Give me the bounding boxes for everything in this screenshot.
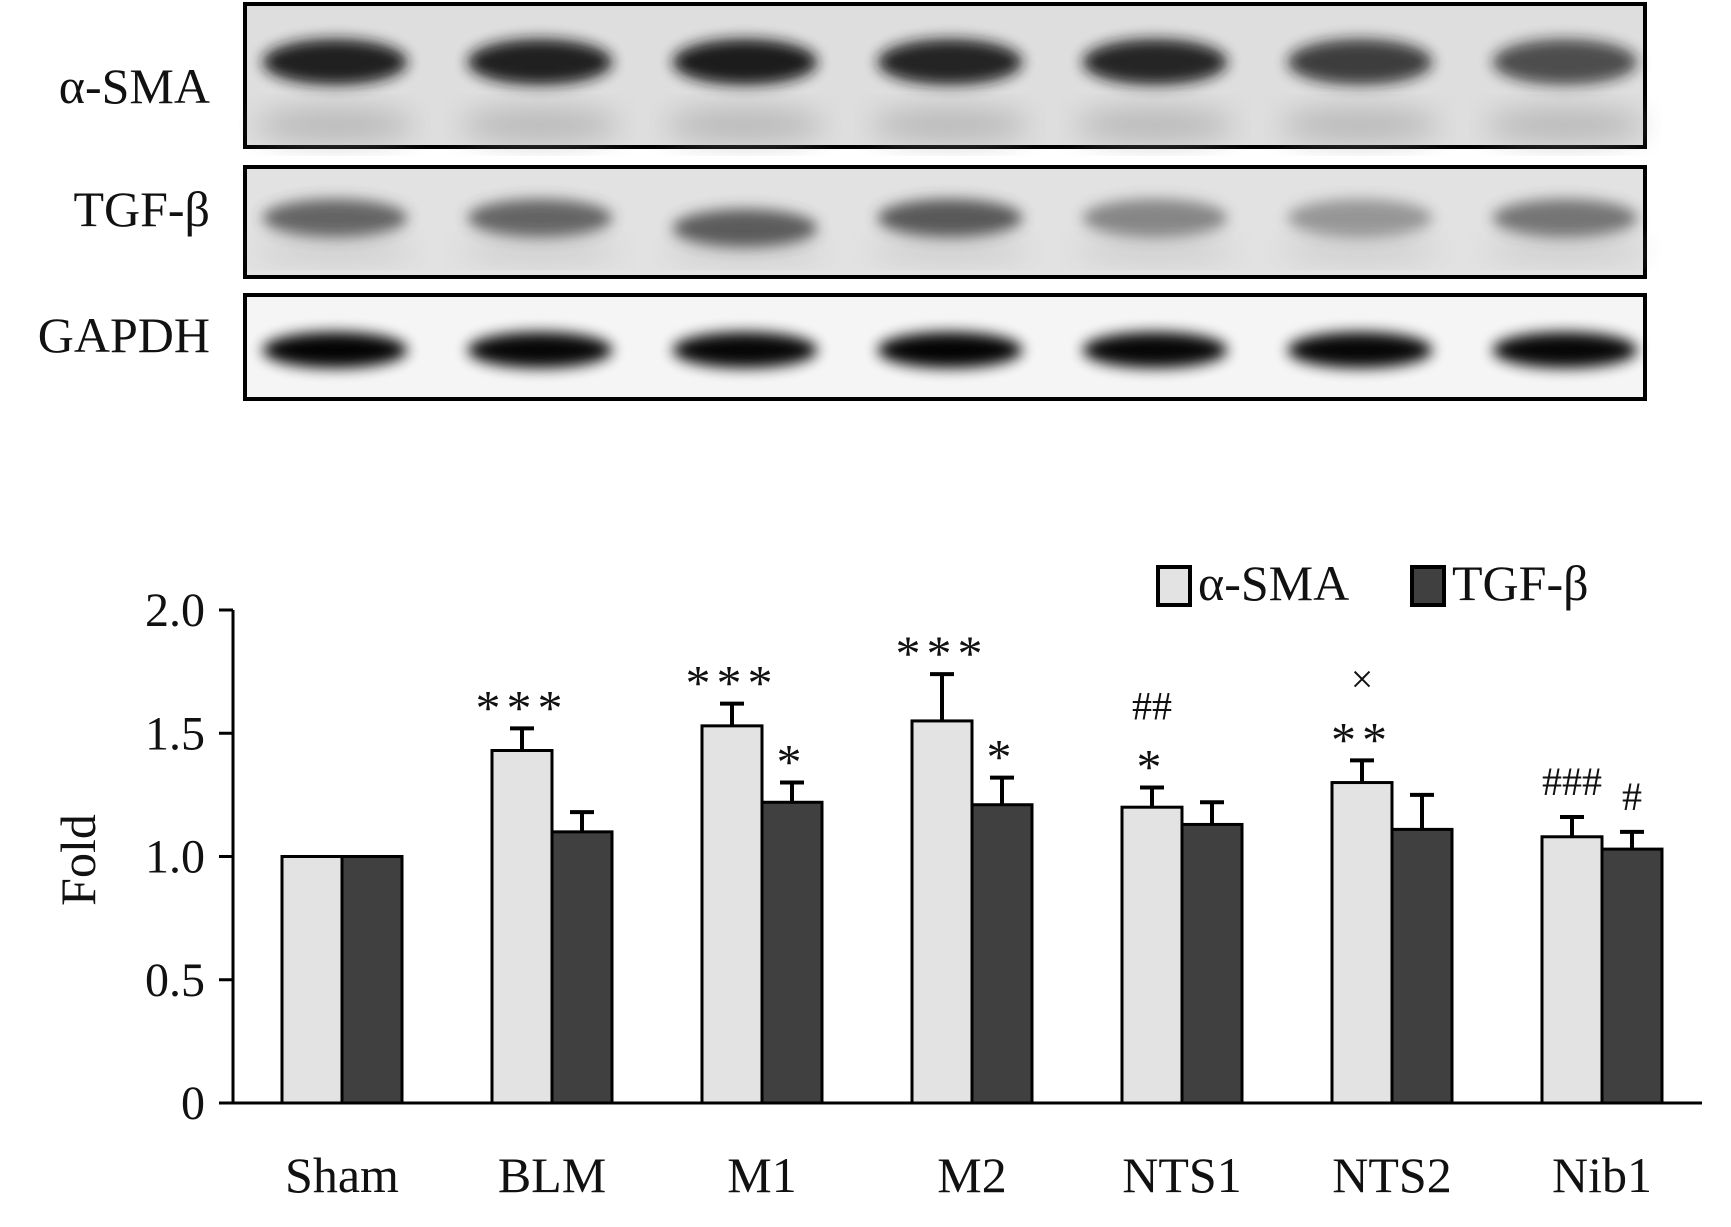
bar <box>280 855 344 1105</box>
bar <box>550 830 614 1105</box>
bar <box>700 724 764 1105</box>
y-tick-label: 1.5 <box>145 707 205 760</box>
x-tick-label: NTS1 <box>1122 1147 1241 1203</box>
blot-band <box>1287 39 1433 85</box>
x-tick-label: Sham <box>285 1147 399 1203</box>
bar <box>1540 835 1604 1105</box>
significance-label: *** <box>896 625 989 681</box>
blot-smear <box>1280 239 1440 261</box>
blot-band <box>1287 332 1433 368</box>
blot-smear <box>255 239 415 261</box>
blot-row-asma: α-SMA <box>59 2 1647 149</box>
x-tick-label: Nib1 <box>1552 1147 1652 1203</box>
y-axis: 0 0.5 1.0 1.5 2.0 <box>145 584 235 1130</box>
significance-label: ## <box>1132 683 1172 728</box>
blot-row-tgfb: TGF-β <box>73 165 1647 279</box>
blot-smear <box>1075 108 1235 142</box>
significance-label: * <box>1137 738 1168 794</box>
y-tick-label: 0 <box>181 1077 205 1130</box>
legend-swatch <box>1156 565 1192 607</box>
bar <box>1600 847 1664 1105</box>
legend: α-SMA TGF-β <box>1156 555 1589 611</box>
blot-band <box>1082 39 1228 85</box>
blot-band <box>1492 332 1638 368</box>
bar <box>970 803 1034 1105</box>
significance-label: * <box>987 729 1018 785</box>
bars: *** ******** *##**×### # <box>280 625 1664 1105</box>
x-tick-label: M1 <box>727 1147 796 1203</box>
blot-band <box>467 39 613 85</box>
bar <box>340 855 404 1105</box>
bar <box>760 800 824 1105</box>
x-tick-label: M2 <box>937 1147 1006 1203</box>
bar-chart: Fold 00.51.01.52.0 *** ******** *##**×### #… <box>50 555 1702 1203</box>
blot-band <box>467 332 613 368</box>
legend-label: α-SMA <box>1198 555 1349 611</box>
blot-band <box>262 199 408 237</box>
y-tick-label: 1.0 <box>145 831 205 884</box>
blot-band <box>467 199 613 237</box>
x-axis: Sham BLM M1 M2 NTS1 NTS2 Nib1 <box>233 1101 1702 1203</box>
blot-label-asma: α-SMA <box>59 58 210 114</box>
x-tick-label: NTS2 <box>1332 1147 1451 1203</box>
blot-smear <box>665 239 825 261</box>
blot-smear <box>460 239 620 261</box>
blot-band <box>262 39 408 85</box>
blot-band <box>1492 39 1638 85</box>
blot-smear <box>1485 108 1645 142</box>
blot-smear <box>1485 239 1645 261</box>
blot-smear <box>1075 239 1235 261</box>
blot-row-gapdh: GAPDH <box>38 293 1647 401</box>
bar <box>1330 781 1394 1105</box>
blot-smear <box>1280 108 1440 142</box>
blot-smear <box>460 108 620 142</box>
bar <box>910 719 974 1105</box>
y-axis-title: Fold <box>50 814 106 906</box>
blot-band <box>262 332 408 368</box>
legend-swatch <box>1410 565 1446 607</box>
blot-smear <box>870 108 1030 142</box>
x-tick-label: BLM <box>498 1147 606 1203</box>
blot-band <box>672 209 818 247</box>
blot-smear <box>665 108 825 142</box>
blot-band <box>1082 199 1228 237</box>
bar <box>1390 827 1454 1105</box>
blot-label-gapdh: GAPDH <box>38 307 210 363</box>
significance-label: # <box>1622 774 1642 819</box>
blot-band <box>877 39 1023 85</box>
y-tick-label: 0.5 <box>145 954 205 1007</box>
blot-band <box>672 39 818 85</box>
blot-band <box>877 199 1023 237</box>
legend-label: TGF-β <box>1452 555 1589 611</box>
bar <box>1180 822 1244 1105</box>
significance-label: *** <box>476 679 569 735</box>
significance-label: *** <box>686 655 779 711</box>
significance-label: ** <box>1331 711 1393 767</box>
blot-band <box>877 332 1023 368</box>
y-tick-label: 2.0 <box>145 584 205 637</box>
blot-band <box>1287 199 1433 237</box>
blot-band <box>672 332 818 368</box>
significance-label: ### <box>1542 759 1602 804</box>
blot-band <box>1082 332 1228 368</box>
western-blot: α-SMA TGF-β GAPDH <box>38 2 1647 401</box>
bar <box>1120 805 1184 1105</box>
blot-smear <box>255 108 415 142</box>
significance-label: * <box>777 734 808 790</box>
bar <box>490 749 554 1105</box>
blot-label-tgfb: TGF-β <box>73 181 210 237</box>
blot-smear <box>870 239 1030 261</box>
blot-band <box>1492 199 1638 237</box>
significance-label: × <box>1351 656 1374 701</box>
